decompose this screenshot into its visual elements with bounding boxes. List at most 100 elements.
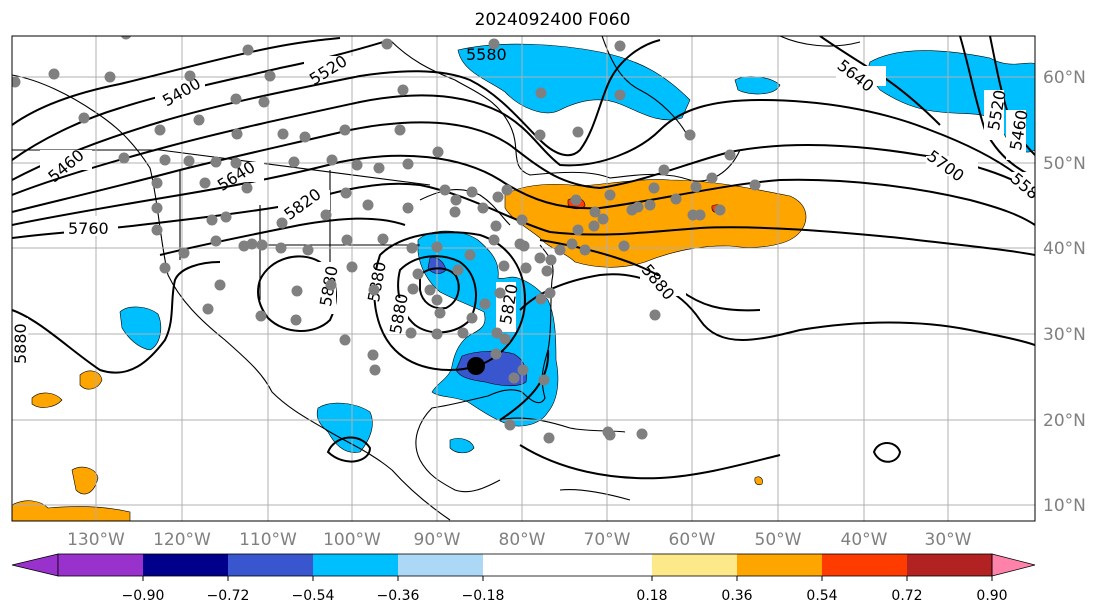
lat-label: 20°N [1043, 411, 1086, 431]
shade-blue-baja [119, 306, 162, 351]
station-marker [604, 429, 616, 441]
station-marker [516, 214, 528, 226]
storm-center-marker [467, 357, 485, 375]
station-marker [220, 211, 232, 223]
station-marker [339, 334, 351, 346]
station-marker [566, 238, 578, 250]
station-marker [206, 214, 218, 226]
lon-label: 80°W [499, 530, 546, 550]
station-marker [724, 149, 736, 161]
shade-orange-southwest-corner [12, 500, 131, 521]
station-marker [632, 201, 644, 213]
contour-5640 [12, 121, 1035, 213]
station-marker [648, 182, 660, 194]
station-marker [687, 209, 699, 221]
station-marker [402, 158, 414, 170]
station-marker [604, 189, 616, 201]
station-marker [246, 238, 258, 250]
colorbar-bin [398, 554, 483, 576]
station-marker [291, 285, 303, 297]
lon-label: 40°W [841, 530, 888, 550]
station-marker [406, 242, 418, 254]
station-marker [339, 124, 351, 136]
colorbar-tick-label: −0.18 [462, 588, 505, 604]
station-marker [501, 184, 513, 196]
colorbar-bin [228, 554, 313, 576]
station-marker [367, 349, 379, 361]
shade-orange-pacific-west [31, 392, 63, 408]
station-marker [488, 38, 500, 50]
contour-5880-low [373, 231, 527, 371]
colorbar: −0.90 −0.72 −0.54 −0.36 −0.18 0.18 0.36 … [11, 553, 1036, 604]
station-marker [255, 310, 267, 322]
station-marker [431, 294, 443, 306]
station-marker [325, 279, 337, 291]
latitude-labels: 60°N 50°N 40°N 30°N 20°N 10°N [1043, 68, 1086, 516]
station-marker [534, 129, 546, 141]
contour-5880-east [12, 261, 1035, 374]
colorbar-tick-label: 0.54 [806, 588, 837, 604]
station-marker [151, 177, 163, 189]
colorbar-tick-label: −0.90 [122, 588, 165, 604]
station-marker [649, 309, 661, 321]
contour-label: 5580 [466, 45, 507, 64]
station-marker [230, 157, 242, 169]
station-marker [193, 114, 205, 126]
shade-orange-pacific-south [71, 466, 99, 495]
lat-label: 60°N [1043, 68, 1086, 88]
station-marker [684, 129, 696, 141]
station-marker [412, 268, 424, 280]
station-marker [202, 303, 214, 315]
station-marker [498, 260, 510, 272]
station-marker [405, 327, 417, 339]
station-marker [340, 187, 352, 199]
station-marker [256, 239, 268, 251]
station-marker [572, 126, 584, 138]
lon-label: 90°W [414, 530, 461, 550]
longitude-labels: 130°W 120°W 110°W 100°W 90°W 80°W 70°W 6… [67, 530, 972, 550]
station-marker [346, 261, 358, 273]
station-marker [373, 162, 385, 174]
lat-label: 30°N [1043, 325, 1086, 345]
lon-label: 100°W [323, 530, 381, 550]
station-marker [397, 84, 409, 96]
station-marker [210, 235, 222, 247]
colorbar-tick-label: 0.90 [976, 588, 1007, 604]
colorbar-bin [652, 554, 737, 576]
contour-5820-west [159, 217, 406, 256]
station-marker [277, 128, 289, 140]
colorbar-tick-label: −0.72 [207, 588, 250, 604]
station-marker [450, 194, 462, 206]
station-marker [151, 224, 163, 236]
contour-label: 5880 [11, 323, 30, 364]
station-marker [351, 159, 363, 171]
lat-label: 40°N [1043, 239, 1086, 259]
colorbar-tick-label: −0.36 [377, 588, 420, 604]
colorbar-bin [822, 554, 907, 576]
station-marker [214, 279, 226, 291]
map-title: 2024092400 F060 [474, 10, 631, 30]
station-marker [302, 244, 314, 256]
station-marker [431, 328, 443, 340]
station-marker [588, 220, 600, 232]
station-marker [538, 374, 550, 386]
station-marker [636, 428, 648, 440]
station-marker [210, 156, 222, 168]
station-marker [264, 70, 276, 82]
shade-blue-caribbean [449, 438, 475, 454]
station-marker [499, 333, 511, 345]
station-marker [326, 154, 338, 166]
station-marker [159, 154, 171, 166]
contour-5700 [12, 154, 1035, 226]
lat-label: 10°N [1043, 496, 1086, 516]
station-marker [589, 206, 601, 218]
contour-5580 [12, 94, 1035, 196]
contour-5760 [12, 182, 1035, 256]
station-marker [477, 202, 489, 214]
contour-closed-small [872, 442, 902, 463]
station-marker [517, 364, 529, 376]
lon-label: 30°W [925, 530, 972, 550]
colorbar-bin [483, 554, 652, 576]
station-marker [78, 112, 90, 124]
station-marker [178, 247, 190, 259]
